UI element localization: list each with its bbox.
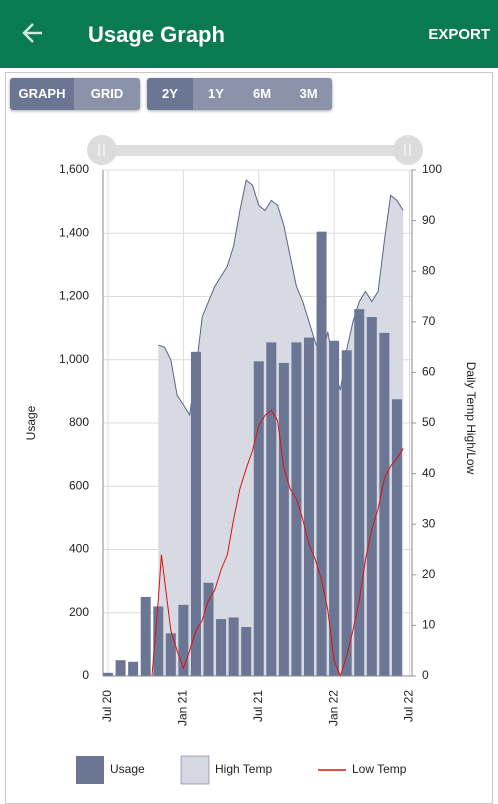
card xyxy=(5,72,493,804)
range-button[interactable]: 1Y xyxy=(208,86,224,101)
export-button[interactable]: EXPORT xyxy=(428,26,490,43)
app-bar: Usage Graph EXPORT xyxy=(0,0,498,68)
title: Usage Graph xyxy=(88,22,225,47)
back-button[interactable] xyxy=(20,18,48,48)
range-button[interactable]: 2Y xyxy=(147,78,193,110)
range-toggle: 2Y 1Y 6M 3M xyxy=(147,78,332,110)
view-button[interactable]: GRID xyxy=(90,86,124,101)
range-button[interactable]: 6M xyxy=(252,86,272,101)
view-toggle: GRAPH GRID xyxy=(10,78,140,110)
view-button[interactable]: GRAPH xyxy=(10,78,74,110)
range-button[interactable]: 3M xyxy=(299,86,318,101)
